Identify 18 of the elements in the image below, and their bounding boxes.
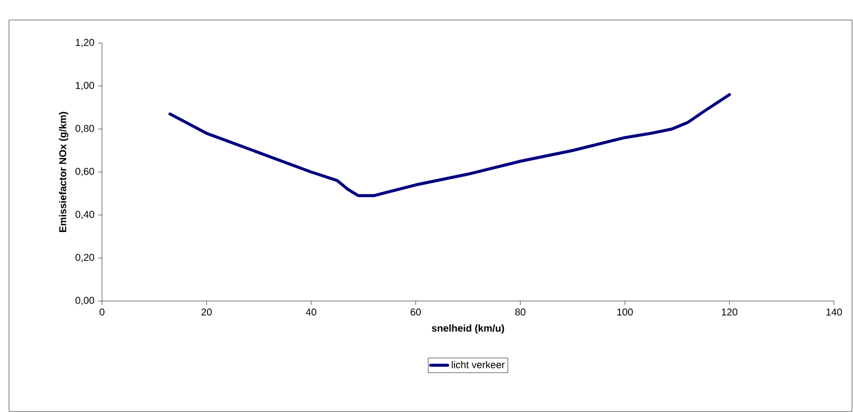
legend-label: licht verkeer (452, 360, 505, 368)
x-tick-label: 100 (617, 308, 633, 316)
x-tick-label: 80 (515, 308, 526, 316)
y-axis-title: Emissiefactor NOx (g/km) (58, 112, 68, 232)
x-tick-label: 140 (826, 308, 842, 316)
x-tick-label: 20 (202, 308, 212, 316)
x-tick-label: 60 (410, 308, 421, 316)
y-tick-label: 1,00 (76, 82, 94, 90)
y-tick-label: 0,00 (76, 296, 94, 306)
x-tick-label: 40 (306, 308, 316, 316)
x-tick-label: 120 (722, 308, 738, 316)
y-tick-label: 1,20 (76, 38, 94, 48)
y-tick-label: 0,60 (76, 168, 94, 176)
y-tick-label: 0,40 (76, 210, 94, 220)
x-tick-label: 0 (100, 308, 104, 316)
y-tick-label: 0,80 (76, 124, 94, 134)
x-axis-title: snelheid (km/u) (432, 324, 504, 334)
y-tick-label: 0,20 (76, 254, 94, 262)
